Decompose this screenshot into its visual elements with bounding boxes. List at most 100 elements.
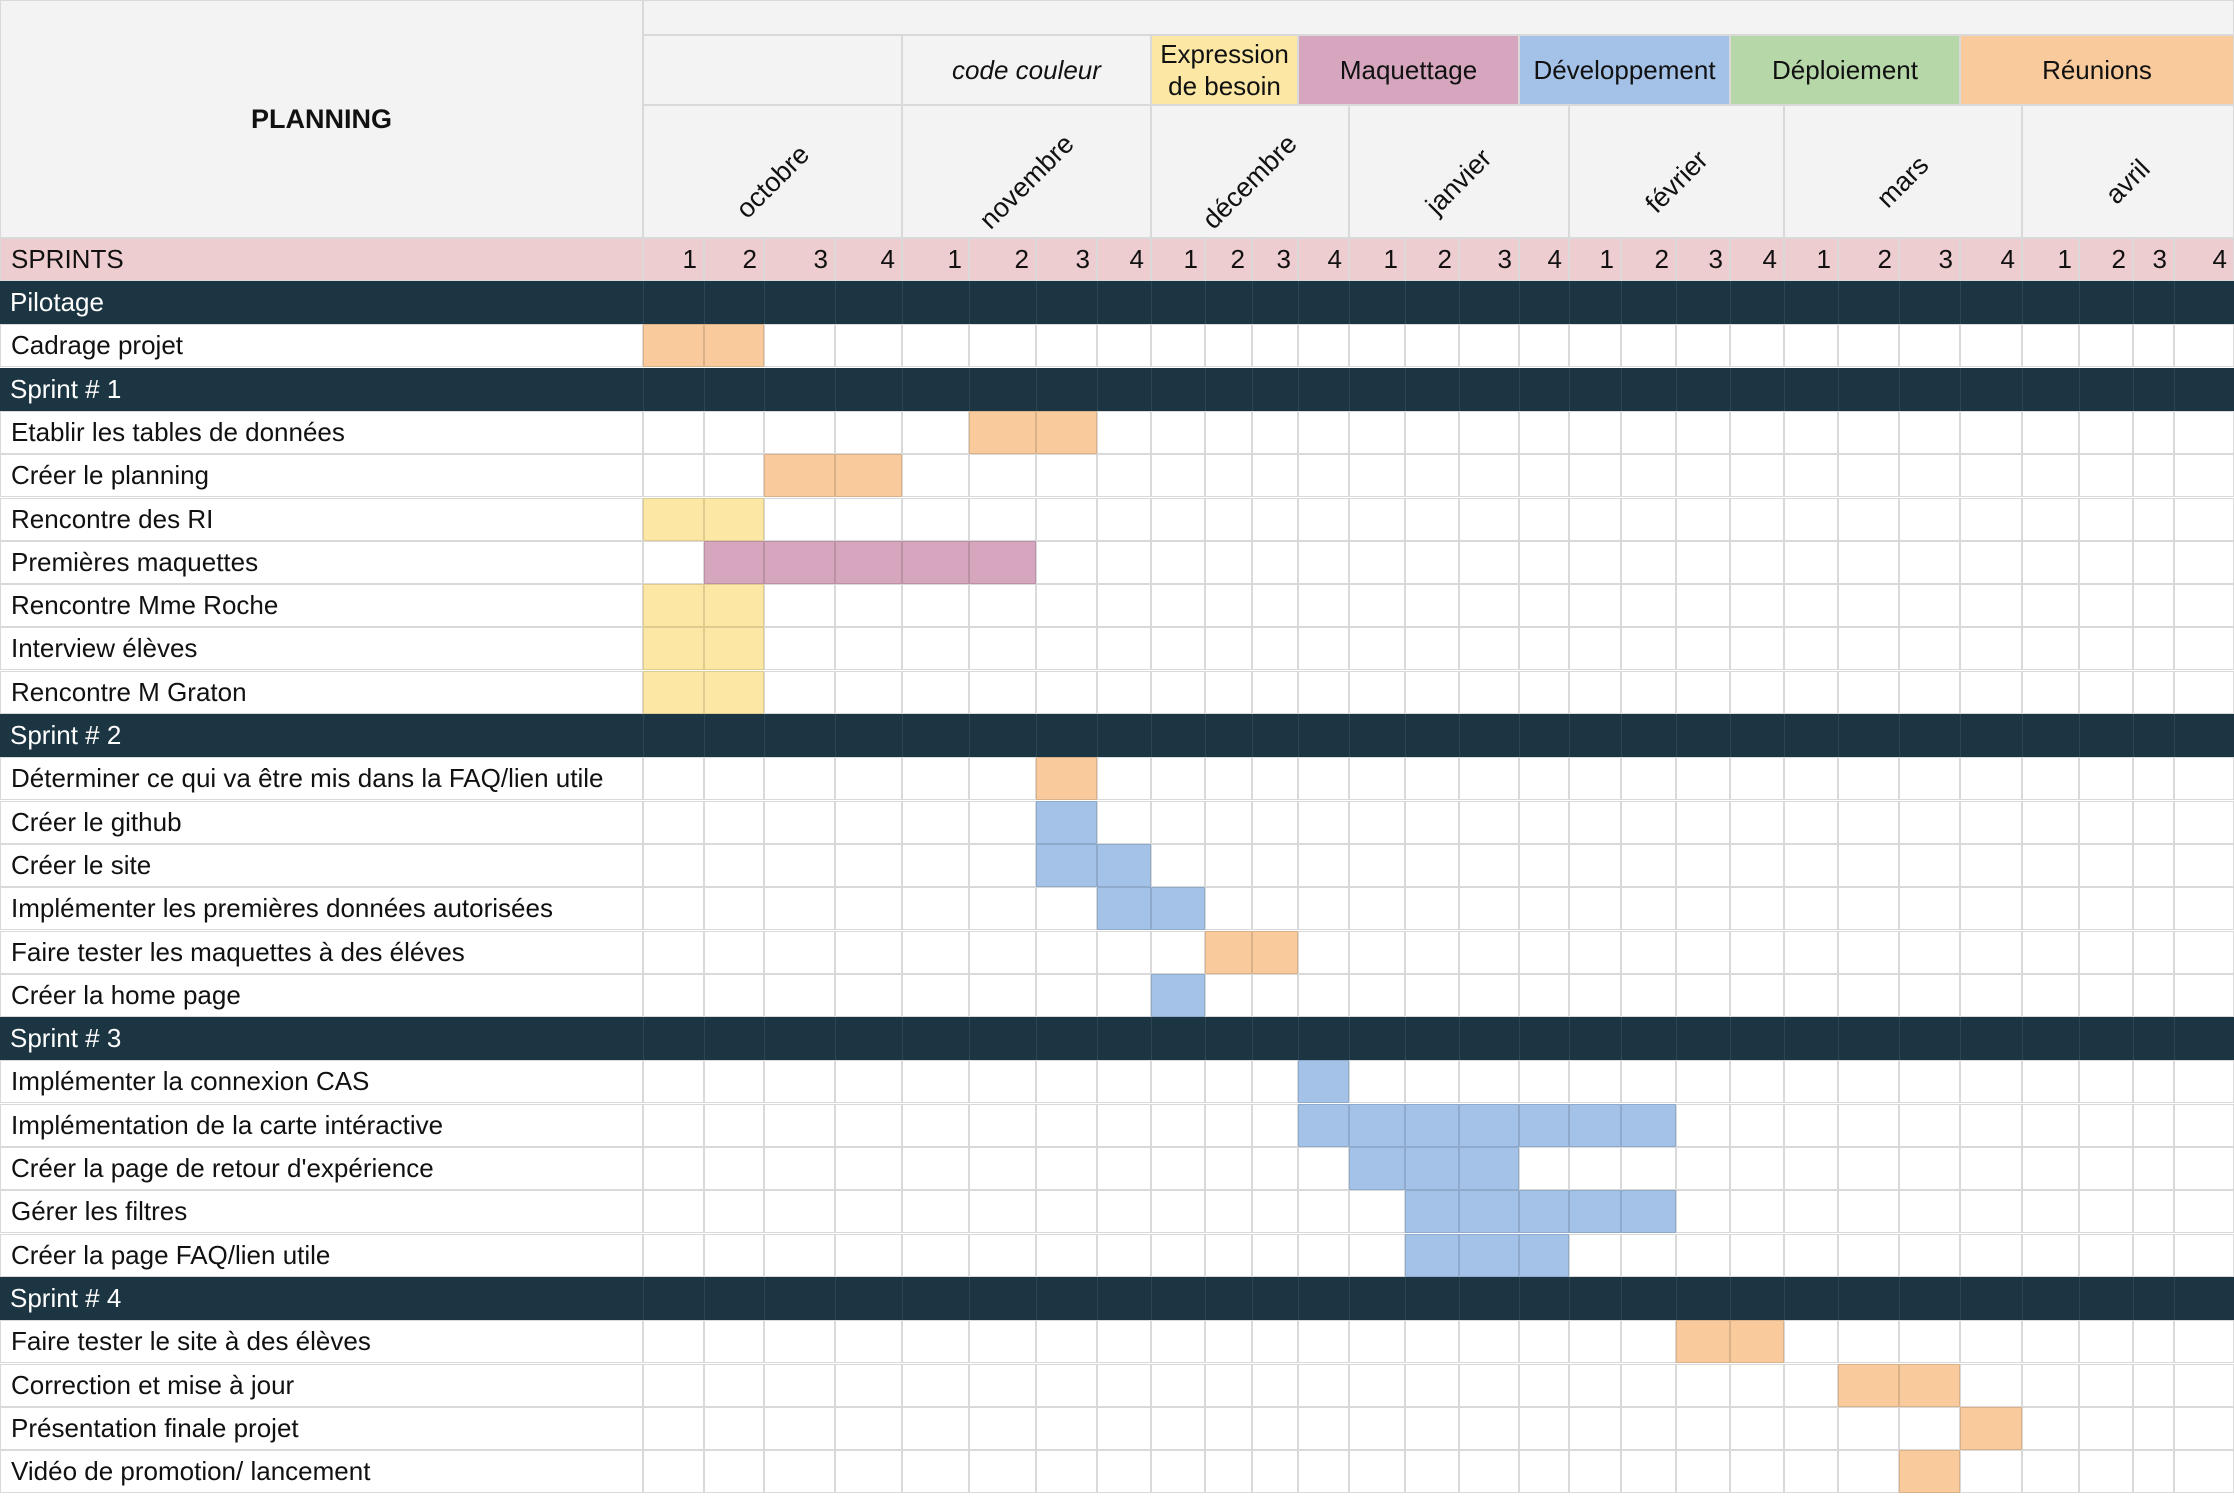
grid-cell <box>1349 801 1405 844</box>
grid-cell <box>1519 627 1569 670</box>
month-label: décembre <box>1196 128 1303 235</box>
grid-cell <box>1676 498 1730 541</box>
grid-cell <box>969 1060 1036 1103</box>
grid-cell <box>643 887 704 930</box>
grid-cell <box>2133 1450 2174 1493</box>
task-label: Présentation finale projet <box>0 1407 643 1450</box>
grid-cell <box>1899 411 1960 454</box>
grid-cell <box>1621 1147 1676 1190</box>
grid-cell <box>1569 887 1621 930</box>
grid-cell <box>1252 844 1298 887</box>
grid-cell <box>2022 1190 2079 1233</box>
grid-cell <box>1097 931 1151 974</box>
grid-cell <box>2022 1450 2079 1493</box>
section-grid-cell <box>1205 714 1252 757</box>
grid-cell <box>1205 671 1252 714</box>
grid-cell <box>2174 931 2234 974</box>
section-grid-cell <box>1459 281 1519 324</box>
grid-cell <box>1784 1450 1838 1493</box>
week-number: 1 <box>643 238 704 281</box>
grid-cell <box>1676 541 1730 584</box>
grid-cell <box>1569 627 1621 670</box>
grid-cell <box>1036 498 1097 541</box>
grid-cell <box>1349 671 1405 714</box>
grid-cell <box>969 627 1036 670</box>
grid-cell <box>1459 801 1519 844</box>
grid-cell <box>1569 1407 1621 1450</box>
grid-cell <box>764 1364 835 1407</box>
grid-cell <box>2079 974 2133 1017</box>
grid-cell <box>1621 757 1676 800</box>
section-label: Sprint # 1 <box>10 374 122 404</box>
grid-cell <box>2133 801 2174 844</box>
section-grid-cell <box>1519 281 1569 324</box>
section-grid-cell <box>1298 1017 1349 1060</box>
grid-cell <box>1621 1407 1676 1450</box>
grid-cell <box>1899 584 1960 627</box>
grid-cell <box>643 1320 704 1363</box>
grid-cell <box>1205 1450 1252 1493</box>
week-number: 4 <box>1097 238 1151 281</box>
grid-cell <box>969 454 1036 497</box>
grid-cell <box>2174 1234 2234 1277</box>
section-grid-cell <box>902 714 969 757</box>
section-grid-cell <box>1036 1017 1097 1060</box>
grid-cell <box>2133 974 2174 1017</box>
grid-cell <box>2133 1190 2174 1233</box>
section-grid-cell <box>2022 281 2079 324</box>
grid-cell <box>835 1190 902 1233</box>
grid-cell <box>2022 1364 2079 1407</box>
grid-cell <box>1899 801 1960 844</box>
legend-blank-cell <box>643 35 902 105</box>
section-row-background <box>0 281 2234 324</box>
grid-cell <box>1621 931 1676 974</box>
section-grid-cell <box>643 1277 704 1320</box>
grid-cell <box>1298 801 1349 844</box>
section-grid-cell <box>1252 1017 1298 1060</box>
grid-cell <box>2174 454 2234 497</box>
grid-cell <box>764 324 835 367</box>
grid-cell <box>1960 757 2022 800</box>
gantt-bar-cell-maquettage <box>902 541 969 584</box>
grid-cell <box>1960 1450 2022 1493</box>
gantt-bar-cell-maquettage <box>835 541 902 584</box>
grid-cell <box>1899 671 1960 714</box>
grid-cell <box>1151 324 1205 367</box>
week-number: 2 <box>969 238 1036 281</box>
grid-cell <box>1899 1104 1960 1147</box>
section-grid-cell <box>1784 1017 1838 1060</box>
grid-cell <box>835 931 902 974</box>
grid-cell <box>902 627 969 670</box>
grid-cell <box>1838 1234 1899 1277</box>
legend-item-reunions: Réunions <box>1960 35 2234 105</box>
grid-cell <box>764 1147 835 1190</box>
week-number: 3 <box>1459 238 1519 281</box>
grid-cell <box>1151 931 1205 974</box>
grid-cell <box>969 1104 1036 1147</box>
section-grid-cell <box>1960 368 2022 411</box>
grid-cell <box>902 1190 969 1233</box>
grid-cell <box>1097 757 1151 800</box>
grid-cell <box>1519 1364 1569 1407</box>
grid-cell <box>1459 974 1519 1017</box>
grid-cell <box>902 671 969 714</box>
grid-cell <box>1960 801 2022 844</box>
grid-cell <box>835 1234 902 1277</box>
task-label: Implémentation de la carte intéractive <box>0 1104 643 1147</box>
grid-cell <box>1838 1320 1899 1363</box>
grid-cell <box>704 1407 764 1450</box>
grid-cell <box>1676 931 1730 974</box>
week-number: 3 <box>764 238 835 281</box>
grid-cell <box>969 974 1036 1017</box>
gantt-bar-cell-developpement <box>1569 1104 1621 1147</box>
grid-cell <box>2079 1104 2133 1147</box>
grid-cell <box>1459 887 1519 930</box>
section-grid-cell <box>1838 1017 1899 1060</box>
section-grid-cell <box>1569 1277 1621 1320</box>
section-grid-cell <box>902 281 969 324</box>
grid-cell <box>2079 411 2133 454</box>
section-grid-cell <box>1784 281 1838 324</box>
grid-cell <box>1730 454 1784 497</box>
grid-cell <box>1349 1190 1405 1233</box>
task-label: Correction et mise à jour <box>0 1364 643 1407</box>
